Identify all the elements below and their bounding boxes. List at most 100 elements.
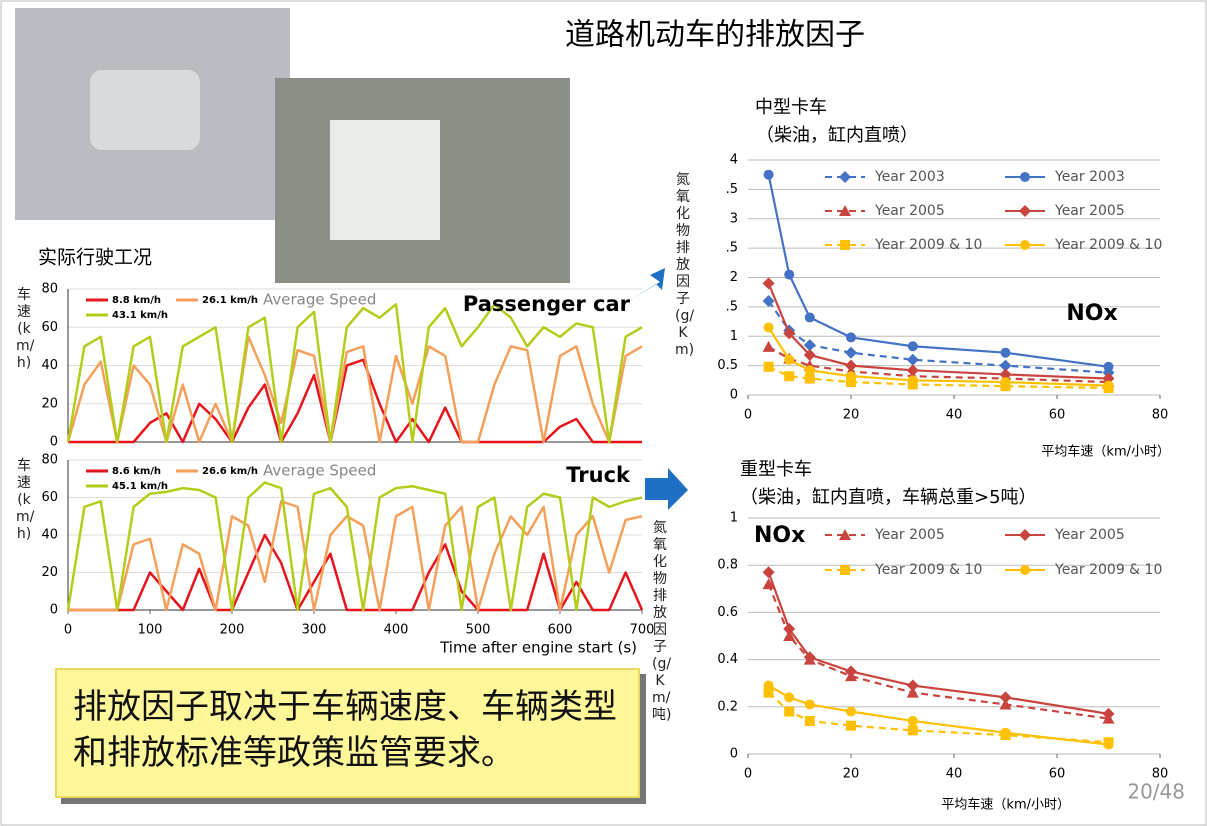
- legend-marker: [839, 171, 851, 183]
- marker: [763, 687, 774, 698]
- y-tick-label: 2: [730, 270, 738, 285]
- marker: [906, 686, 919, 698]
- y-tick-label: 80: [41, 282, 58, 297]
- legend-label: 8.6 km/h: [112, 466, 161, 477]
- chart-title: 中型卡车: [755, 97, 827, 118]
- marker: [803, 339, 816, 352]
- legend-title: Average Speed: [263, 462, 376, 480]
- legend-marker: [839, 529, 851, 540]
- legend-marker: [1020, 172, 1030, 182]
- series-line: [68, 533, 644, 612]
- marker: [803, 651, 816, 664]
- legend-label: Year 2005: [1054, 527, 1125, 543]
- x-tick-label: 700: [630, 623, 655, 638]
- marker: [846, 332, 856, 343]
- series-line: [66, 303, 643, 444]
- x-tick-label: 40: [946, 408, 963, 423]
- x-tick-label: 80: [1152, 408, 1169, 423]
- x-axis-label: 平均车速（km/小时）: [941, 797, 1070, 813]
- legend-marker: [839, 205, 851, 216]
- marker: [845, 359, 857, 372]
- y-tick-label: 60: [41, 490, 58, 505]
- y-tick-label: 0.4: [717, 652, 738, 667]
- marker: [783, 630, 796, 641]
- legend-marker: [1019, 205, 1031, 217]
- section-label: 实际行驶工况: [38, 247, 152, 269]
- marker: [804, 312, 815, 323]
- marker: [784, 354, 795, 365]
- arrow: [645, 468, 688, 510]
- legend-label: Year 2005: [1054, 203, 1125, 219]
- marker: [1103, 361, 1114, 372]
- x-tick-label: 0: [744, 767, 752, 782]
- y-axis-label: 氮氧化物排放因子(g/Km/吨): [652, 520, 672, 723]
- y-tick-label: 0.5: [717, 358, 738, 373]
- y-tick-label: .5: [726, 241, 738, 256]
- x-tick-label: 60: [1049, 767, 1066, 782]
- x-axis-label: Time after engine start (s): [439, 639, 637, 657]
- x-axis-label: 平均车速（km/小时）: [1041, 444, 1170, 460]
- marker: [1000, 347, 1011, 358]
- legend-label: 26.1 km/h: [202, 295, 258, 306]
- marker: [763, 169, 774, 180]
- arrow: [630, 268, 665, 300]
- x-tick-label: 300: [302, 623, 327, 638]
- x-tick-label: 100: [138, 623, 163, 638]
- callout: 排放因子取决于车辆速度、车辆类型和排放标准等政策监管要求。: [55, 668, 640, 798]
- marker: [1000, 727, 1011, 738]
- x-tick-label: 20: [843, 767, 860, 782]
- x-tick-label: 80: [1152, 767, 1169, 782]
- series-line: [66, 481, 643, 612]
- y-tick-label: 60: [41, 320, 58, 335]
- y-axis-label: 氮氧化物排放因子(g/Km): [675, 172, 695, 358]
- marker: [906, 679, 919, 692]
- chart-caption: Passenger car: [463, 292, 631, 316]
- marker: [804, 365, 815, 376]
- legend-marker: [840, 240, 850, 250]
- x-tick-label: 200: [220, 623, 245, 638]
- legend-label: Year 2003: [1054, 169, 1125, 185]
- y-tick-label: .5: [726, 182, 738, 197]
- slide-title: 道路机动车的排放因子: [565, 18, 865, 53]
- y-axis-label: 车速(km/h): [16, 458, 35, 542]
- marker: [804, 715, 815, 726]
- y-tick-label: 1: [730, 511, 738, 526]
- marker: [906, 353, 919, 366]
- marker: [784, 371, 795, 382]
- marker: [763, 680, 774, 691]
- legend-label: 43.1 km/h: [112, 310, 168, 321]
- marker: [907, 341, 918, 352]
- marker: [906, 364, 919, 377]
- y-tick-label: 20: [41, 565, 58, 580]
- marker: [846, 371, 856, 382]
- y-tick-label: 80: [41, 453, 58, 468]
- legend-label: Year 2009 & 10: [1054, 237, 1162, 253]
- marker: [999, 368, 1012, 381]
- y-tick-label: 0: [50, 603, 58, 618]
- marker: [907, 715, 918, 726]
- y-tick-label: 0: [50, 435, 58, 450]
- y-tick-label: 0: [730, 747, 738, 762]
- page-number: 20/48: [1127, 780, 1185, 804]
- marker: [763, 322, 774, 333]
- marker: [999, 359, 1012, 372]
- marker: [804, 699, 815, 710]
- marker: [762, 578, 775, 590]
- marker: [783, 327, 796, 340]
- photo-car-body: [90, 70, 200, 150]
- marker: [1000, 377, 1011, 388]
- x-tick-label: 500: [466, 623, 491, 638]
- y-tick-label: 4: [730, 153, 738, 168]
- marker: [1103, 739, 1114, 750]
- marker: [999, 698, 1012, 710]
- legend-marker: [1020, 240, 1030, 250]
- legend-marker: [1019, 529, 1031, 541]
- marker: [907, 375, 918, 386]
- y-tick-label: 40: [41, 528, 58, 543]
- marker: [846, 706, 856, 717]
- y-tick-label: 0.2: [717, 699, 738, 714]
- x-tick-label: 0: [744, 408, 752, 423]
- y-tick-label: .5: [726, 299, 738, 314]
- marker: [783, 622, 796, 635]
